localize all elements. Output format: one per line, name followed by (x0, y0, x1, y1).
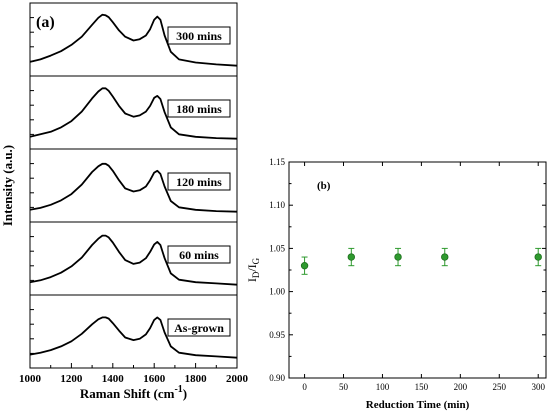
spectrum-line (29, 162, 238, 213)
data-point (534, 253, 542, 261)
id-ig-ratio-panel: 0 50 100 150 200 250 300 0.90 0.95 1.00 1.05 1.10 1.… (245, 157, 547, 411)
x-axis-ticks: 1000 1200 1400 1600 1800 2000 (19, 363, 249, 385)
spectrum-line (29, 87, 238, 140)
y-tick-label: 0.95 (269, 330, 285, 340)
x-tick-label: 200 (454, 382, 468, 392)
y-tick-label: 1.05 (269, 243, 285, 253)
panel-label-b: (b) (317, 180, 331, 192)
series-label: 300 mins (176, 29, 222, 43)
series-label: 120 mins (176, 175, 222, 189)
x-tick-label: 300 (531, 382, 545, 392)
series-label-box (167, 172, 231, 191)
x-axis-label-a: Raman Shift (cm-1) (80, 384, 187, 401)
data-points-b (300, 247, 542, 275)
x-tick-label: 2000 (226, 373, 249, 385)
y-tick-label: 1.15 (269, 157, 285, 167)
axis-ticks-b: 0 50 100 150 200 250 300 0.90 0.95 1.00 1.05 1.10 1.… (269, 157, 546, 392)
plot-frame-b (288, 161, 547, 379)
x-axis-label-b: Reduction Time (min) (366, 399, 470, 411)
y-tick-label: 0.90 (269, 373, 285, 383)
series-label-box (167, 26, 231, 45)
data-point (441, 253, 449, 261)
x-tick-label: 1400 (102, 373, 125, 385)
spectrum-line (29, 234, 238, 286)
x-tick-label: 1200 (60, 373, 83, 385)
series-label-box (167, 99, 231, 118)
y-tick-label: 1.00 (269, 287, 285, 297)
series-label-box (167, 245, 231, 264)
x-tick-label: 1600 (143, 373, 166, 385)
series-label: 180 mins (176, 102, 222, 116)
data-point (394, 253, 402, 261)
x-tick-label: 0 (302, 382, 307, 392)
x-tick-label: 150 (415, 382, 429, 392)
x-tick-label: 50 (339, 382, 349, 392)
x-tick-label: 250 (493, 382, 507, 392)
x-tick-label: 100 (376, 382, 390, 392)
spectra-frames (29, 2, 238, 369)
spectra-curves (29, 13, 238, 359)
spectra-labels: 300 mins 180 mins 120 mins 60 mins As-grown (167, 26, 231, 337)
y-tick-label: 1.10 (269, 200, 285, 210)
x-tick-label: 1800 (185, 373, 208, 385)
spectrum-line (29, 316, 238, 359)
panel-label-a: (a) (36, 14, 55, 31)
series-label: 60 mins (179, 248, 219, 262)
data-point (300, 261, 309, 270)
y-axis-label-a: Intensity (a.u.) (0, 145, 15, 226)
x-tick-label: 1000 (19, 373, 42, 385)
y-axis-label-b: ID/IG (245, 257, 261, 282)
series-label-box (167, 318, 231, 337)
spectrum-line (29, 13, 238, 67)
series-label: As-grown (174, 321, 224, 335)
data-point (347, 253, 356, 261)
